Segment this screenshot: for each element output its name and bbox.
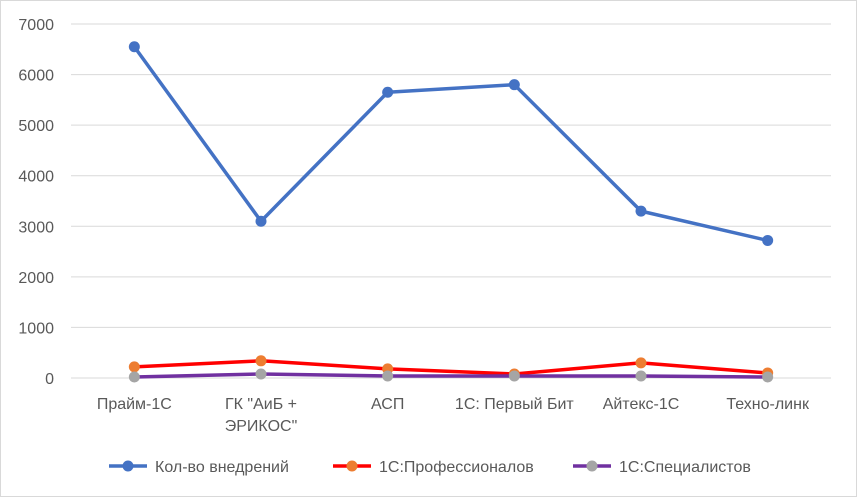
legend-label: Кол-во внедрений [155,459,289,476]
data-point-series-2 [128,371,140,383]
y-tick-label: 7000 [18,17,54,34]
x-tick-label: ГК "АиБ + ЭРИКОС" [225,396,298,435]
data-point-series-0 [382,86,394,98]
x-tick-label-line: Техно-линк [726,396,810,413]
data-point-series-0 [762,234,774,246]
legend-marker-2 [586,460,598,472]
y-tick-label: 5000 [18,118,54,135]
x-tick-label: Прайм-1С [97,396,172,413]
data-point-series-0 [635,205,647,217]
series-line-1 [132,359,770,376]
data-point-series-2 [382,370,394,382]
data-point-series-2 [508,370,520,382]
gridlines [71,23,831,379]
x-tick-label-line: Айтекс-1С [603,396,680,413]
y-axis-ticks: 0 1000 2000 3000 4000 5000 6000 7000 [18,17,54,388]
y-tick-label: 2000 [18,270,54,287]
series-line-2 [132,372,770,379]
y-tick-label: 6000 [18,68,54,85]
data-point-series-2 [255,368,267,380]
x-axis-ticks: Прайм-1С ГК "АиБ + ЭРИКОС" АСП 1С: Первый Би… [97,396,810,435]
x-tick-label-line: Прайм-1С [97,396,172,413]
x-tick-label-line: ГК "АиБ + [225,396,297,413]
legend: Кол-во внедрений 1С:Профессионалов 1С:Спец… [109,459,751,476]
y-tick-label: 4000 [18,169,54,186]
data-point-series-1 [255,355,267,367]
y-tick-label: 0 [45,371,54,388]
x-tick-label: АСП [371,396,404,413]
x-tick-label: Айтекс-1С [603,396,680,413]
x-tick-label: Техно-линк [726,396,810,413]
x-tick-label-line: ЭРИКОС" [225,418,298,435]
legend-label: 1С:Специалистов [619,459,751,476]
data-point-series-1 [128,361,140,373]
data-point-series-0 [508,79,520,91]
y-tick-label: 1000 [18,320,54,337]
x-tick-label-line: 1С: Первый Бит [455,396,574,413]
legend-marker-1 [346,460,358,472]
legend-marker-0 [122,460,134,472]
data-point-series-1 [635,357,647,369]
data-point-series-0 [128,41,140,53]
data-point-series-2 [635,370,647,382]
x-tick-label-line: АСП [371,396,404,413]
series-lines [128,41,774,383]
data-point-series-2 [762,371,774,383]
y-tick-label: 3000 [18,219,54,236]
series-line-0 [132,45,770,243]
x-tick-label: 1С: Первый Бит [455,396,574,413]
legend-label: 1С:Профессионалов [379,459,534,476]
data-point-series-0 [255,215,267,227]
